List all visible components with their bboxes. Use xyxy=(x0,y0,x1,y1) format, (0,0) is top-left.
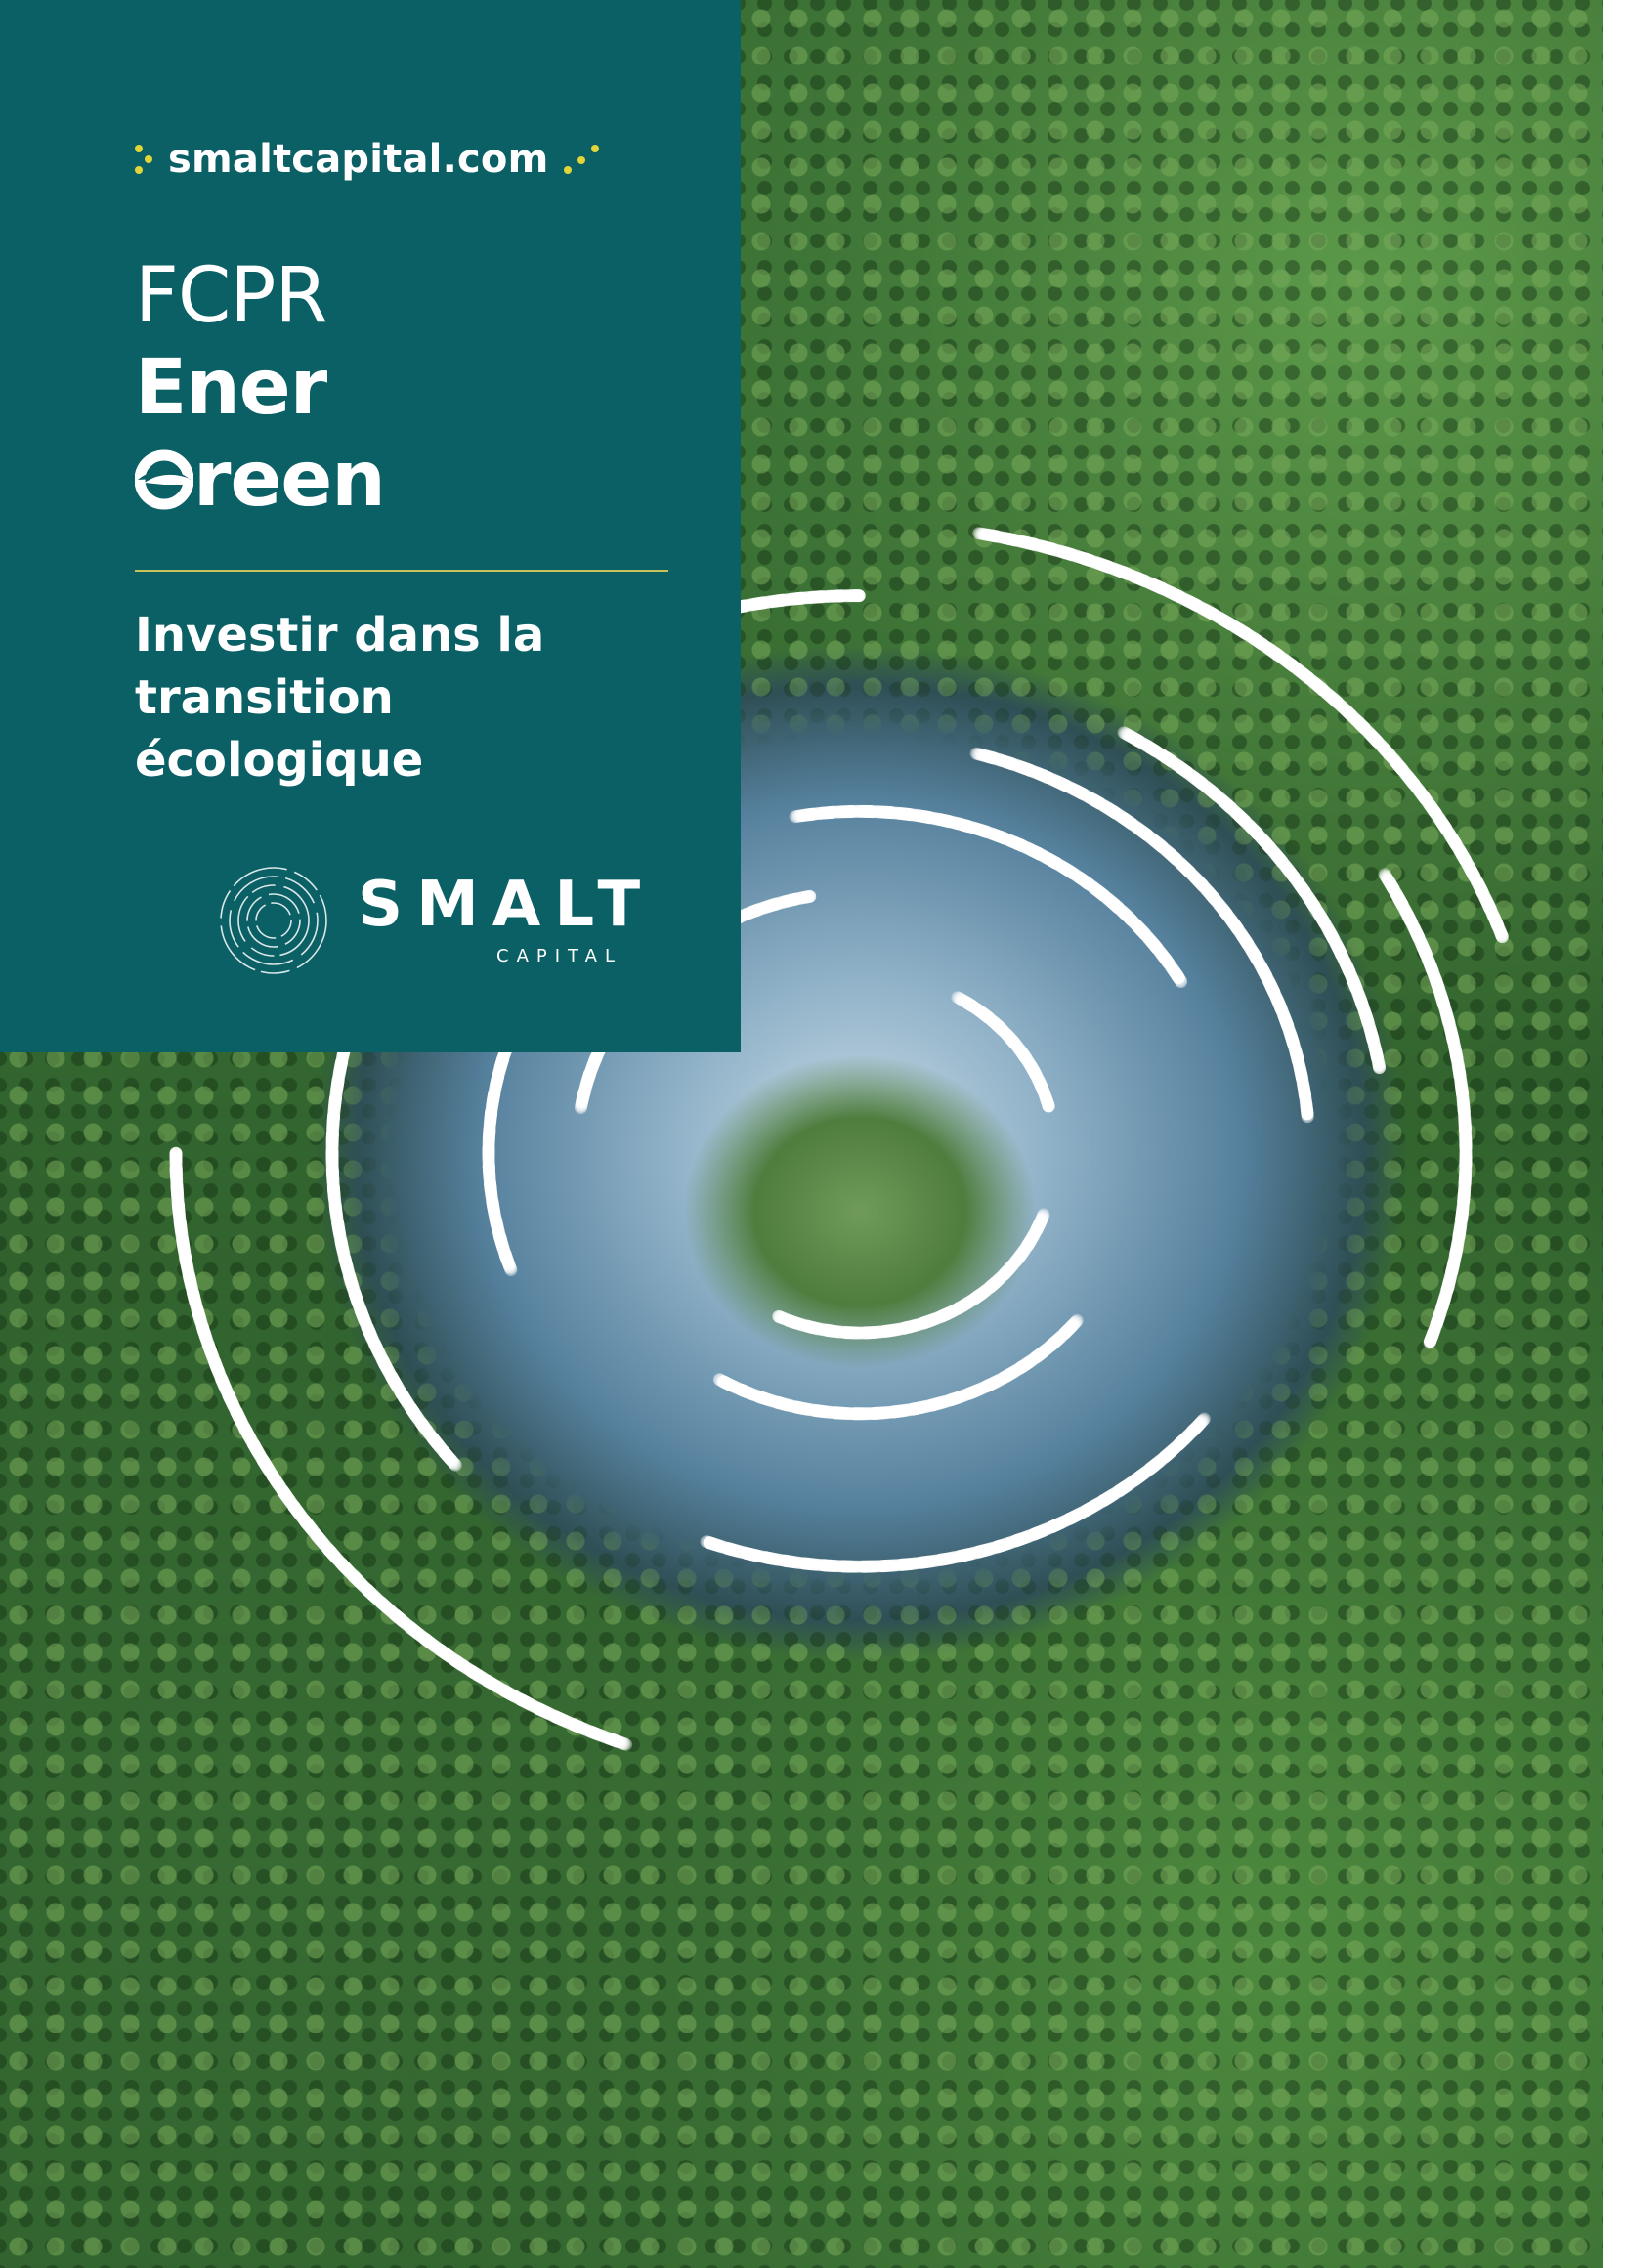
ring-dot xyxy=(703,1536,716,1550)
ring-dot xyxy=(715,1374,729,1388)
ring-dot xyxy=(714,1374,728,1387)
ring-dot xyxy=(1495,930,1509,944)
divider-rule xyxy=(135,570,668,572)
dots-icon xyxy=(564,145,600,174)
ring-dot xyxy=(712,1373,726,1387)
ring-dot xyxy=(1042,1099,1055,1113)
ring-dot xyxy=(702,1535,714,1549)
ring-dot xyxy=(700,1535,713,1549)
ring-dot xyxy=(1301,1108,1314,1122)
ring-dot xyxy=(772,1309,786,1323)
ring-dot xyxy=(1172,971,1185,984)
tagline-line: Investir dans la xyxy=(135,608,545,663)
ring-dot xyxy=(717,1375,731,1389)
title-green: reen xyxy=(135,436,386,524)
ring-dot xyxy=(1175,975,1188,988)
title-panel: smaltcapital.com FCPR Ener reen Investir… xyxy=(0,0,741,1052)
leaf-g-icon xyxy=(135,449,193,510)
tagline-line: écologique xyxy=(135,733,424,788)
brand-name: SMALT xyxy=(358,869,655,941)
dots-icon xyxy=(135,145,152,174)
ring-dot xyxy=(803,889,817,903)
tagline-line: transition xyxy=(135,670,394,725)
ring-dot xyxy=(1373,1061,1387,1075)
ring-dot xyxy=(1423,1336,1436,1349)
ring-dot xyxy=(1174,973,1187,987)
concentric-rings-logo-icon xyxy=(220,867,327,974)
title-fcpr: FCPR xyxy=(135,252,328,340)
ring-dot xyxy=(852,589,866,603)
ring-dot xyxy=(1301,1107,1314,1121)
website-url[interactable]: smaltcapital.com xyxy=(168,137,549,182)
tagline: Investir dans la transition écologique xyxy=(135,604,682,792)
title-ener: Ener xyxy=(135,344,327,432)
ring-dot xyxy=(169,1146,183,1160)
website-line: smaltcapital.com xyxy=(133,137,601,182)
brand-logo: SMALT CAPITAL xyxy=(215,862,640,983)
ring-dot xyxy=(1173,972,1186,986)
ring-dot xyxy=(1301,1110,1314,1124)
ring-dot xyxy=(1424,1335,1436,1348)
brand-sub: CAPITAL xyxy=(496,946,622,966)
title-green-suffix: reen xyxy=(193,436,386,524)
